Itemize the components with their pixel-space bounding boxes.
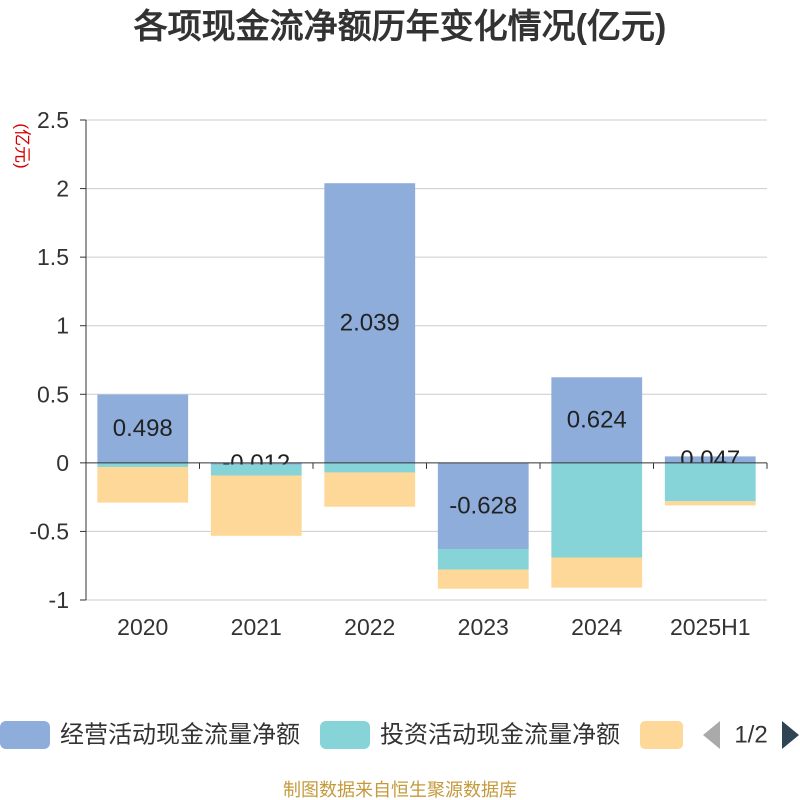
- series-3: [97, 466, 756, 589]
- y-tick-label: -0.5: [29, 518, 69, 544]
- legend-item-series-3[interactable]: [640, 721, 683, 749]
- data-label: 2.039: [340, 310, 400, 337]
- data-source-note: 制图数据来自恒生聚源数据库: [283, 780, 517, 800]
- legend-swatch: [640, 721, 683, 749]
- x-tick-label: 2021: [231, 614, 282, 640]
- legend-swatch: [320, 721, 370, 749]
- bar-series2-2023: [437, 548, 529, 570]
- legend-label: 投资活动现金流量净额: [380, 722, 620, 749]
- x-tick-label: 2025H1: [670, 614, 751, 640]
- gridlines: [86, 119, 767, 601]
- bar-series3-2024: [551, 557, 643, 588]
- bar-series1-2021: [210, 462, 302, 465]
- axes: -1 -0.5 0 0.5 1 1.5 2 2.5 2020 2021 2022 2023 2024 20…: [29, 107, 768, 640]
- y-tick-label: 2: [56, 176, 69, 202]
- bar-series2-2020: [97, 462, 189, 467]
- data-label: -0.628: [449, 492, 517, 519]
- triangle-right-icon[interactable]: [782, 721, 799, 749]
- x-tick-label: 2020: [117, 614, 168, 640]
- bar-series3-2023: [437, 569, 529, 589]
- bar-series3-2022: [324, 472, 416, 507]
- x-tick-label: 2023: [458, 614, 509, 640]
- y-tick-label: 2.5: [37, 107, 69, 133]
- chart-title: 各项现金流净额历年变化情况(亿元): [134, 7, 667, 46]
- series-2: [97, 462, 756, 570]
- legend-label: 经营活动现金流量净额: [60, 722, 300, 749]
- y-tick-label: -1: [49, 587, 69, 613]
- y-tick-label: 0.5: [37, 381, 69, 407]
- bar-series2-2025H1: [664, 462, 756, 502]
- data-label: 0.624: [567, 407, 627, 434]
- legend-page-indicator: 1/2: [734, 722, 767, 749]
- bar-series3-2020: [97, 466, 189, 503]
- triangle-left-icon[interactable]: [703, 721, 720, 749]
- bar-series1-2020: [97, 394, 189, 463]
- bar-series1-2024: [551, 377, 643, 463]
- bar-series3-2021: [210, 475, 302, 536]
- legend-swatch: [0, 721, 50, 749]
- bar-series3-2025H1: [664, 501, 756, 506]
- y-tick-label: 1.5: [37, 244, 69, 270]
- bar-series1-2023: [437, 462, 529, 549]
- data-label: 0.498: [113, 415, 173, 442]
- y-tick-label: 1: [56, 313, 69, 339]
- bar-series2-2024: [551, 462, 643, 558]
- x-tick-label: 2022: [344, 614, 395, 640]
- bar-series1-2025H1: [664, 456, 756, 463]
- y-tick-label: 0: [56, 450, 69, 476]
- legend-item-investing-cash-flow[interactable]: 投资活动现金流量净额: [320, 721, 620, 749]
- bar-series2-2021: [210, 464, 302, 476]
- legend-item-operating-cash-flow[interactable]: 经营活动现金流量净额: [0, 721, 300, 749]
- bar-series2-2022: [324, 462, 416, 473]
- bar-series1-2022: [324, 183, 416, 463]
- y-axis-unit-label: (亿元): [13, 123, 32, 168]
- legend: 经营活动现金流量净额 投资活动现金流量净额 1/2: [0, 721, 799, 749]
- x-tick-label: 2024: [571, 614, 622, 640]
